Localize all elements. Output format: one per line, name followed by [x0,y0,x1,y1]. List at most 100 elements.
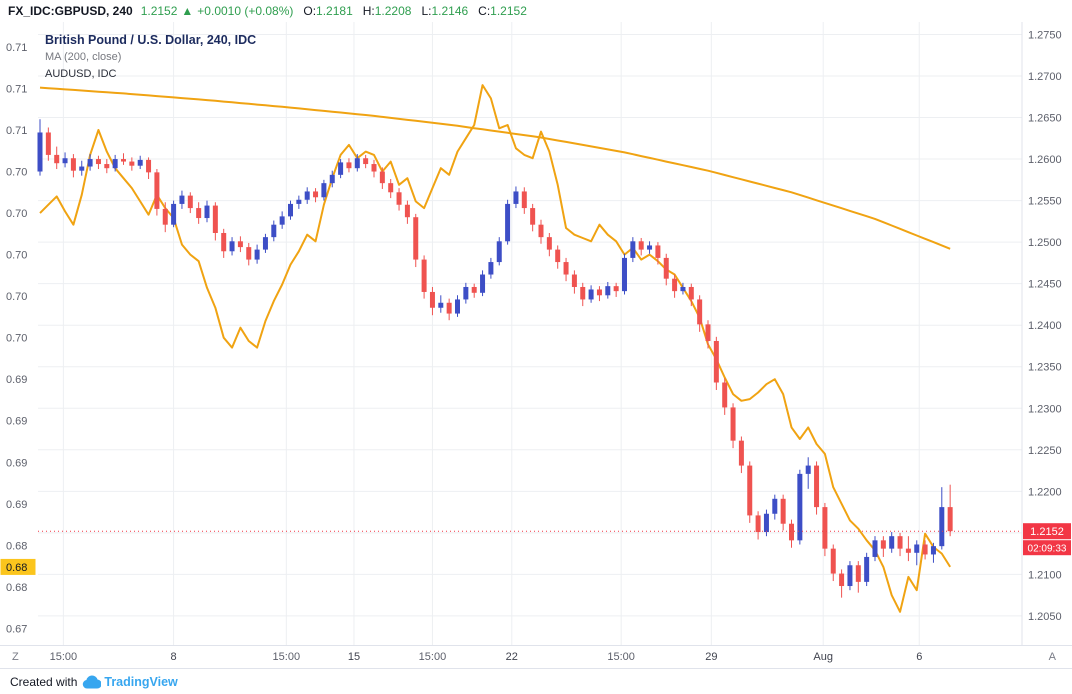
candle-up [622,257,627,292]
candle-down [346,162,352,169]
candle-up [889,536,895,549]
candle-down [697,299,703,325]
right-price-axis[interactable]: 1.2750 1.2700 1.2650 1.2600 1.2550 1.2500 1.24… [1023,29,1071,623]
candle-down [596,289,602,296]
candle-down [237,241,243,248]
candle-up [463,286,469,300]
candle-up [914,544,920,553]
left-axis-label: 0.70 [6,208,27,220]
candle-down [413,217,419,260]
candle-up [630,241,636,258]
candle-up [605,286,611,296]
close-value: 1.2152 [490,4,527,18]
candle-down [104,164,110,169]
candle-up [171,203,177,225]
candle-down [313,191,319,198]
candle-down [780,498,786,524]
last-price-badge [1023,523,1071,540]
bar-countdown-text: 02:09:33 [1028,544,1067,555]
candles [37,119,953,598]
candle-up [229,241,235,252]
candle-up [480,274,486,293]
symbol-info-bar: FX_IDC:GBPUSD, 240 1.2152 ▲ +0.0010 (+0.… [0,0,1072,22]
candle-down [162,208,168,225]
candle-down [688,286,694,300]
candle-down [555,249,561,263]
candle-up [338,162,344,175]
time-axis-label: 6 [916,651,923,663]
symbol-title[interactable]: FX_IDC:GBPUSD, 240 [8,4,133,18]
time-axis-label: 15:00 [418,651,447,663]
audusd-line [39,84,951,613]
left-axis-label: 0.69 [6,416,27,428]
attribution-footer: Created with TradingView [0,668,1072,694]
right-axis-label: 1.2550 [1028,196,1062,208]
candle-up [304,191,310,200]
time-axis-label: 29 [705,651,718,663]
candle-down [839,573,845,587]
candle-down [880,540,886,549]
timezone-z-button[interactable]: Z [12,651,19,663]
candle-down [563,262,569,275]
right-axis-label: 1.2350 [1028,362,1062,374]
left-axis-label: 0.70 [6,250,27,262]
candle-up [805,465,811,474]
left-price-axis[interactable]: 0.71 0.71 0.71 0.70 0.70 0.70 0.70 0.70 0.69 0.69… [0,42,36,635]
auto-scale-a-button[interactable]: A [1048,651,1056,663]
last-price: 1.2152 [140,4,178,18]
candle-down [705,324,711,341]
right-axis-label: 1.2600 [1028,154,1062,166]
candle-up [288,203,293,217]
candle-down [580,286,586,300]
candle-down [571,274,577,287]
candle-up [37,132,43,172]
candle-down [663,257,669,279]
left-axis-label: 0.71 [6,125,27,137]
candle-up [271,224,277,238]
right-axis-label: 1.2200 [1028,486,1062,498]
audusd-last-value-text: 0.68 [6,562,27,574]
candle-down [221,232,227,252]
candle-down [246,247,252,260]
candle-up [254,249,260,260]
candle-up [496,241,502,263]
high-label: H: [362,4,375,18]
candle-up [930,546,936,555]
candle-down [755,515,761,533]
candle-down [154,172,160,209]
candle-down [421,259,427,292]
candle-down [396,192,402,205]
change-arrow-icon: ▲ [181,4,194,18]
time-axis-label: Aug [813,651,834,663]
candle-down [379,171,385,184]
candle-down [196,208,202,219]
left-axis-label: 0.68 [6,540,27,552]
candle-up [438,302,444,308]
right-axis-label: 1.2500 [1028,237,1062,249]
tradingview-wordmark: TradingView [104,675,178,689]
candle-down [371,164,377,172]
candle-down [947,507,953,532]
right-axis-label: 1.2300 [1028,403,1062,415]
time-axis-label: 15:00 [49,651,78,663]
candle-up [204,205,210,219]
tradingview-logo[interactable]: TradingView [82,675,178,690]
candle-down [905,548,911,553]
candle-down [187,195,193,209]
candle-down [388,183,394,193]
right-axis-label: 1.2250 [1028,445,1062,457]
left-axis-label: 0.68 [6,582,27,594]
candle-down [546,237,552,250]
candle-down [613,286,619,292]
left-axis-label: 0.71 [6,83,27,95]
chart-area[interactable]: 0.71 0.71 0.71 0.70 0.70 0.70 0.70 0.70 0.69 0.69… [0,22,1072,645]
candle-down [129,161,135,166]
price-chart-canvas[interactable]: 0.71 0.71 0.71 0.70 0.70 0.70 0.70 0.70 0.69 0.69… [0,22,1072,645]
tradingview-cloud-icon [82,675,102,690]
time-axis[interactable]: Z A 15:00 8 15:00 15 15:00 22 15:00 29 Aug 6 [0,645,1072,669]
candle-up [112,159,118,169]
audusd-last-value-badge [0,558,36,575]
right-axis-label: 1.2400 [1028,320,1062,332]
candle-down [363,158,369,165]
